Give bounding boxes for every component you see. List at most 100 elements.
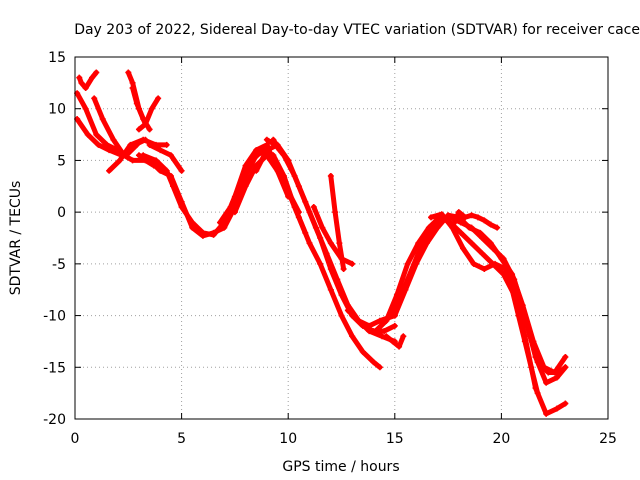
y-axis-label: SDTVAR / TECUs [8, 181, 24, 296]
data-point [270, 136, 277, 143]
data-point [498, 255, 505, 262]
data-point [349, 333, 356, 340]
data-point [349, 260, 356, 267]
data-point [82, 105, 89, 112]
data-layer [74, 69, 569, 417]
data-point [178, 198, 185, 205]
data-point [78, 79, 85, 86]
data-point [460, 245, 467, 252]
data-point [338, 255, 345, 262]
data-point [129, 85, 136, 92]
data-point [323, 250, 330, 257]
y-tick-label: 15 [48, 50, 66, 66]
data-point [263, 136, 270, 143]
data-point [106, 147, 113, 154]
series-trace-26 [502, 266, 541, 397]
data-point [474, 214, 481, 221]
data-point [142, 121, 149, 128]
series-trace-5 [106, 136, 170, 174]
data-point [291, 172, 298, 179]
data-point [376, 317, 383, 324]
data-point [494, 224, 501, 231]
data-point [366, 328, 373, 335]
data-point [89, 74, 96, 81]
data-point [312, 224, 319, 231]
data-point [221, 224, 228, 231]
data-point [253, 167, 260, 174]
data-point [310, 203, 317, 210]
data-point [562, 364, 569, 371]
data-point [199, 232, 206, 239]
data-point [562, 353, 569, 360]
data-point [242, 183, 249, 190]
y-tick-label: 0 [57, 205, 66, 221]
data-point [106, 167, 113, 174]
data-point [253, 147, 260, 154]
data-point [470, 260, 477, 267]
data-point [404, 260, 411, 267]
data-point [413, 260, 420, 267]
data-point [344, 302, 351, 309]
series-trace-25 [383, 333, 407, 350]
data-point [91, 95, 98, 102]
y-tick-label: -5 [52, 257, 66, 273]
data-point [216, 219, 223, 226]
data-point [157, 167, 164, 174]
data-point [555, 369, 562, 376]
x-tick-label: 0 [71, 431, 80, 447]
series-trace-11 [146, 141, 185, 174]
data-point [340, 266, 347, 273]
data-point [370, 359, 377, 366]
chart-title: Day 203 of 2022, Sidereal Day-to-day VTE… [74, 22, 640, 38]
data-point [99, 116, 106, 123]
data-point [502, 266, 509, 273]
series-trace-18 [310, 203, 356, 267]
data-point [146, 141, 153, 148]
series-trace-8 [135, 95, 162, 133]
data-point [462, 214, 469, 221]
data-point [466, 224, 473, 231]
data-point [95, 141, 102, 148]
data-point [76, 74, 83, 81]
data-point [157, 147, 164, 154]
data-point [317, 260, 324, 267]
data-point [534, 359, 541, 366]
data-point [153, 157, 160, 164]
data-point [338, 312, 345, 319]
data-point [457, 229, 464, 236]
data-point [481, 217, 488, 224]
data-point [366, 322, 373, 329]
data-point [468, 240, 475, 247]
series-trace [147, 142, 185, 174]
data-point [84, 131, 91, 138]
data-point [428, 214, 435, 221]
data-point [487, 240, 494, 247]
data-point [553, 374, 560, 381]
data-point [129, 157, 136, 164]
data-point [146, 126, 153, 133]
data-point [238, 178, 245, 185]
data-point [372, 328, 379, 335]
data-point [140, 136, 147, 143]
data-point [515, 312, 522, 319]
y-tick-label: 10 [48, 102, 66, 118]
data-point [492, 260, 499, 267]
data-point [125, 69, 132, 76]
data-point [135, 126, 142, 133]
x-tick-label: 15 [386, 431, 404, 447]
data-point [423, 240, 430, 247]
x-axis-label: GPS time / hours [282, 459, 399, 475]
data-point [295, 214, 302, 221]
data-point [285, 157, 292, 164]
data-point [451, 219, 458, 226]
data-point [396, 343, 403, 350]
data-point [415, 240, 422, 247]
data-point [306, 240, 313, 247]
data-point [402, 286, 409, 293]
data-point [487, 221, 494, 228]
data-point [543, 410, 550, 417]
series-trace [136, 95, 161, 132]
data-point [543, 379, 550, 386]
data-point [327, 286, 334, 293]
